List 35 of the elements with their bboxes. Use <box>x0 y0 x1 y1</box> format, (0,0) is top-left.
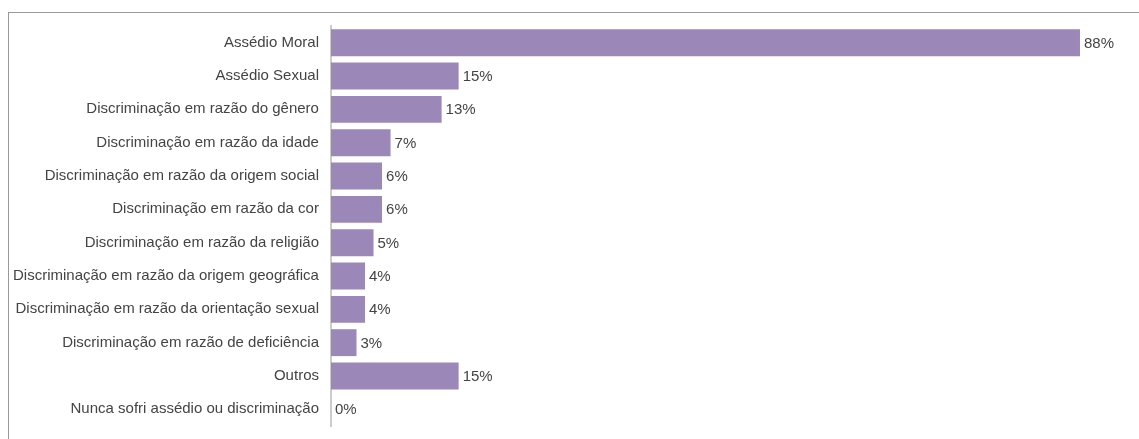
data-label: 6% <box>386 200 408 218</box>
y-tick-label: Discriminação em razão da origem geográfica <box>12 266 320 284</box>
bar <box>330 229 374 257</box>
y-tick-label: Discriminação em razão da religião <box>84 232 319 250</box>
bar <box>330 362 459 390</box>
y-tick-label: Discriminação em razão da idade <box>96 132 319 150</box>
y-tick-label: Discriminação em razão da orientação sexual <box>15 299 319 317</box>
y-tick-label: Discriminação em razão do gênero <box>86 99 319 117</box>
bar <box>330 62 459 90</box>
y-tick-label: Discriminação em razão de deficiência <box>62 332 320 350</box>
data-label: 4% <box>369 300 391 318</box>
bar <box>330 329 357 357</box>
data-label: 15% <box>462 367 493 385</box>
data-label: 7% <box>394 133 417 151</box>
y-tick-label: Discriminação em razão da cor <box>112 199 319 217</box>
data-label: 88% <box>1083 33 1115 51</box>
bar <box>330 29 1080 57</box>
y-tick-label: Outros <box>273 366 319 384</box>
bar <box>330 262 366 290</box>
data-label: 6% <box>386 167 408 185</box>
data-label: 5% <box>377 233 400 251</box>
data-label: 15% <box>462 67 493 85</box>
y-tick-label: Assédio Moral <box>223 32 319 50</box>
bar <box>330 162 383 190</box>
bar <box>330 95 442 123</box>
data-label: 4% <box>369 267 391 285</box>
y-tick-label: Nunca sofri assédio ou discriminação <box>70 399 319 417</box>
bar <box>330 295 366 323</box>
data-label: 13% <box>445 100 476 118</box>
y-tick-label: Assédio Sexual <box>215 66 319 84</box>
bar <box>330 195 383 223</box>
y-tick-label: Discriminação em razão da origem social <box>44 166 319 184</box>
data-label: 3% <box>360 333 383 351</box>
data-label: 0% <box>334 400 357 418</box>
bar <box>330 129 391 157</box>
